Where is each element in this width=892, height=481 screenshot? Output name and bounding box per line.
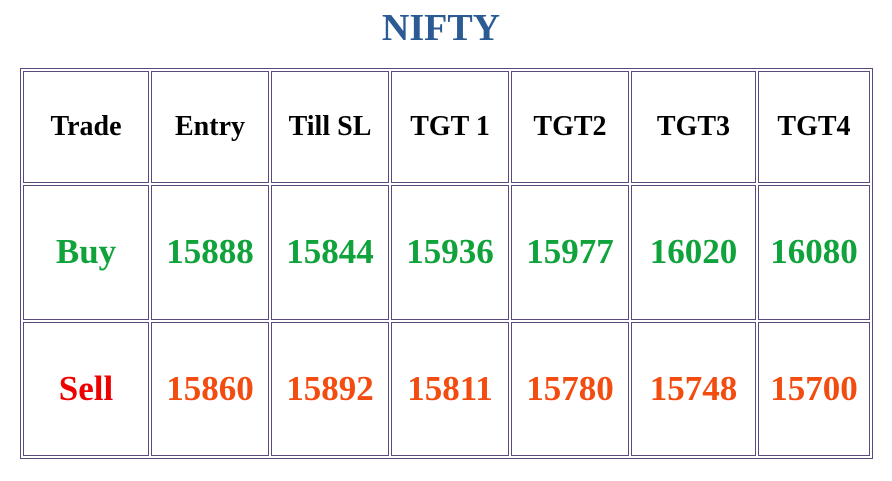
row-label: Buy [23, 185, 149, 320]
price-cell: 15811 [391, 321, 509, 456]
column-header: TGT2 [511, 71, 629, 184]
price-cell: 15780 [511, 321, 629, 456]
table-row: Buy 15888 15844 15936 15977 16020 16080 [23, 185, 870, 320]
table-row: Sell 15860 15892 15811 15780 15748 15700 [23, 321, 870, 456]
column-header: TGT3 [631, 71, 756, 184]
column-header: TGT 1 [391, 71, 509, 184]
price-cell: 15888 [151, 185, 269, 320]
header-row: Trade Entry Till SL TGT 1 TGT2 TGT3 TGT4 [23, 71, 870, 184]
column-header: TGT4 [758, 71, 870, 184]
column-header: Entry [151, 71, 269, 184]
price-cell: 15748 [631, 321, 756, 456]
column-header: Till SL [271, 71, 389, 184]
price-cell: 16080 [758, 185, 870, 320]
table-body: Trade Entry Till SL TGT 1 TGT2 TGT3 TGT4 Buy 158… [23, 71, 870, 456]
price-cell: 15860 [151, 321, 269, 456]
price-cell: 15977 [511, 185, 629, 320]
price-cell: 15892 [271, 321, 389, 456]
row-label: Sell [23, 321, 149, 456]
page-title: NIFTY [381, 7, 501, 49]
price-cell: 15700 [758, 321, 870, 456]
price-cell: 15936 [391, 185, 509, 320]
trade-table: Trade Entry Till SL TGT 1 TGT2 TGT3 TGT4 Buy 158… [20, 68, 873, 459]
price-cell: 16020 [631, 185, 756, 320]
price-cell: 15844 [271, 185, 389, 320]
column-header: Trade [23, 71, 149, 184]
